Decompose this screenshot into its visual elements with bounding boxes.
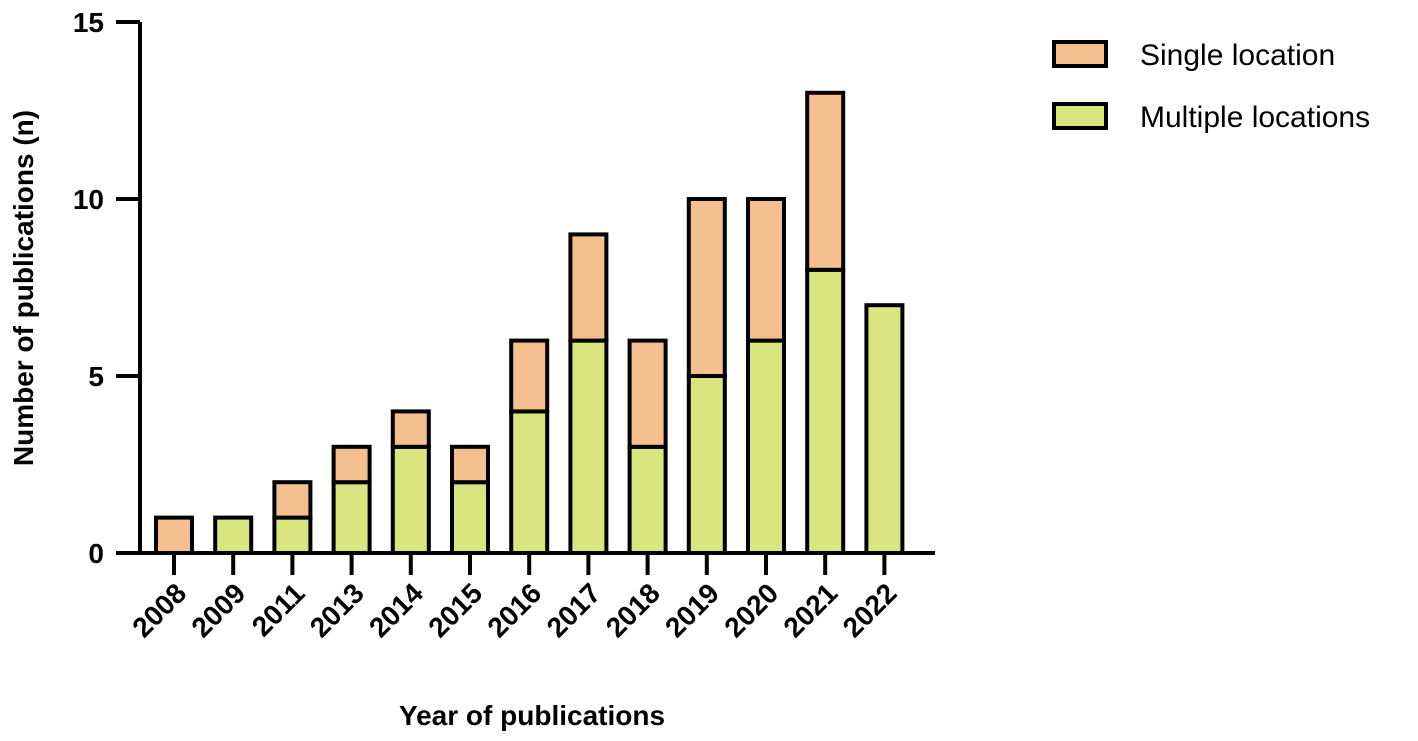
bar-2008-single (154, 515, 194, 555)
bar-2019-multiple (686, 374, 727, 555)
legend-swatch-multiple (1052, 102, 1108, 130)
bar-2021-single (805, 90, 846, 272)
x-tick-label-2015: 2015 (422, 577, 488, 643)
x-tick-label-2021: 2021 (777, 577, 843, 643)
x-tick-label-2020: 2020 (718, 577, 784, 643)
bar-2017-single (568, 232, 609, 343)
x-axis-title: Year of publications (399, 700, 665, 731)
x-tick-label-2011: 2011 (246, 577, 311, 642)
y-axis-title: Number of publications (n) (8, 110, 39, 466)
x-tick-label-2018: 2018 (600, 577, 666, 643)
bar-2020-single (746, 197, 786, 343)
bar-2015-single (450, 444, 490, 485)
bar-2020-multiple (746, 338, 786, 555)
bar-2018-single (627, 338, 668, 449)
axes-group (138, 22, 935, 555)
x-tick-label-2009: 2009 (185, 577, 251, 643)
x-tick-label-2017: 2017 (541, 577, 607, 643)
legend: Single location Multiple locations (1052, 39, 1370, 134)
y-tick-label-15: 15 (73, 7, 104, 38)
bar-2014-single (390, 409, 431, 449)
legend-label-multiple: Multiple locations (1140, 101, 1370, 134)
x-ticks-group: 2008200920112013201420152016201720182019… (126, 553, 903, 643)
x-tick-label-2014: 2014 (363, 577, 429, 643)
bar-2011-single (272, 480, 313, 520)
bar-2019-single (686, 197, 727, 378)
bar-2013-single (331, 444, 372, 485)
bar-2017-multiple (568, 338, 609, 555)
bar-2022-multiple (864, 303, 905, 556)
bar-2015-multiple (450, 480, 490, 556)
bar-2016-multiple (509, 409, 550, 555)
bar-2013-multiple (331, 480, 372, 556)
bar-2016-single (509, 338, 550, 414)
bar-2011-multiple (272, 515, 313, 555)
x-tick-label-2016: 2016 (481, 577, 547, 643)
bar-2018-multiple (627, 444, 668, 555)
bar-2014-multiple (390, 444, 431, 555)
x-tick-label-2019: 2019 (659, 577, 725, 643)
y-tick-label-10: 10 (73, 184, 104, 215)
y-tick-label-0: 0 (88, 538, 104, 569)
bar-2021-multiple (805, 267, 846, 555)
x-tick-label-2008: 2008 (126, 577, 192, 643)
x-tick-label-2022: 2022 (837, 577, 903, 643)
bars-group (154, 90, 905, 556)
y-tick-label-5: 5 (88, 361, 104, 392)
bar-2009-multiple (213, 515, 254, 555)
legend-swatch-single (1052, 40, 1108, 68)
legend-label-single: Single location (1140, 39, 1335, 72)
x-tick-label-2013: 2013 (304, 577, 370, 643)
y-ticks-group: 0 5 10 15 (73, 7, 140, 569)
